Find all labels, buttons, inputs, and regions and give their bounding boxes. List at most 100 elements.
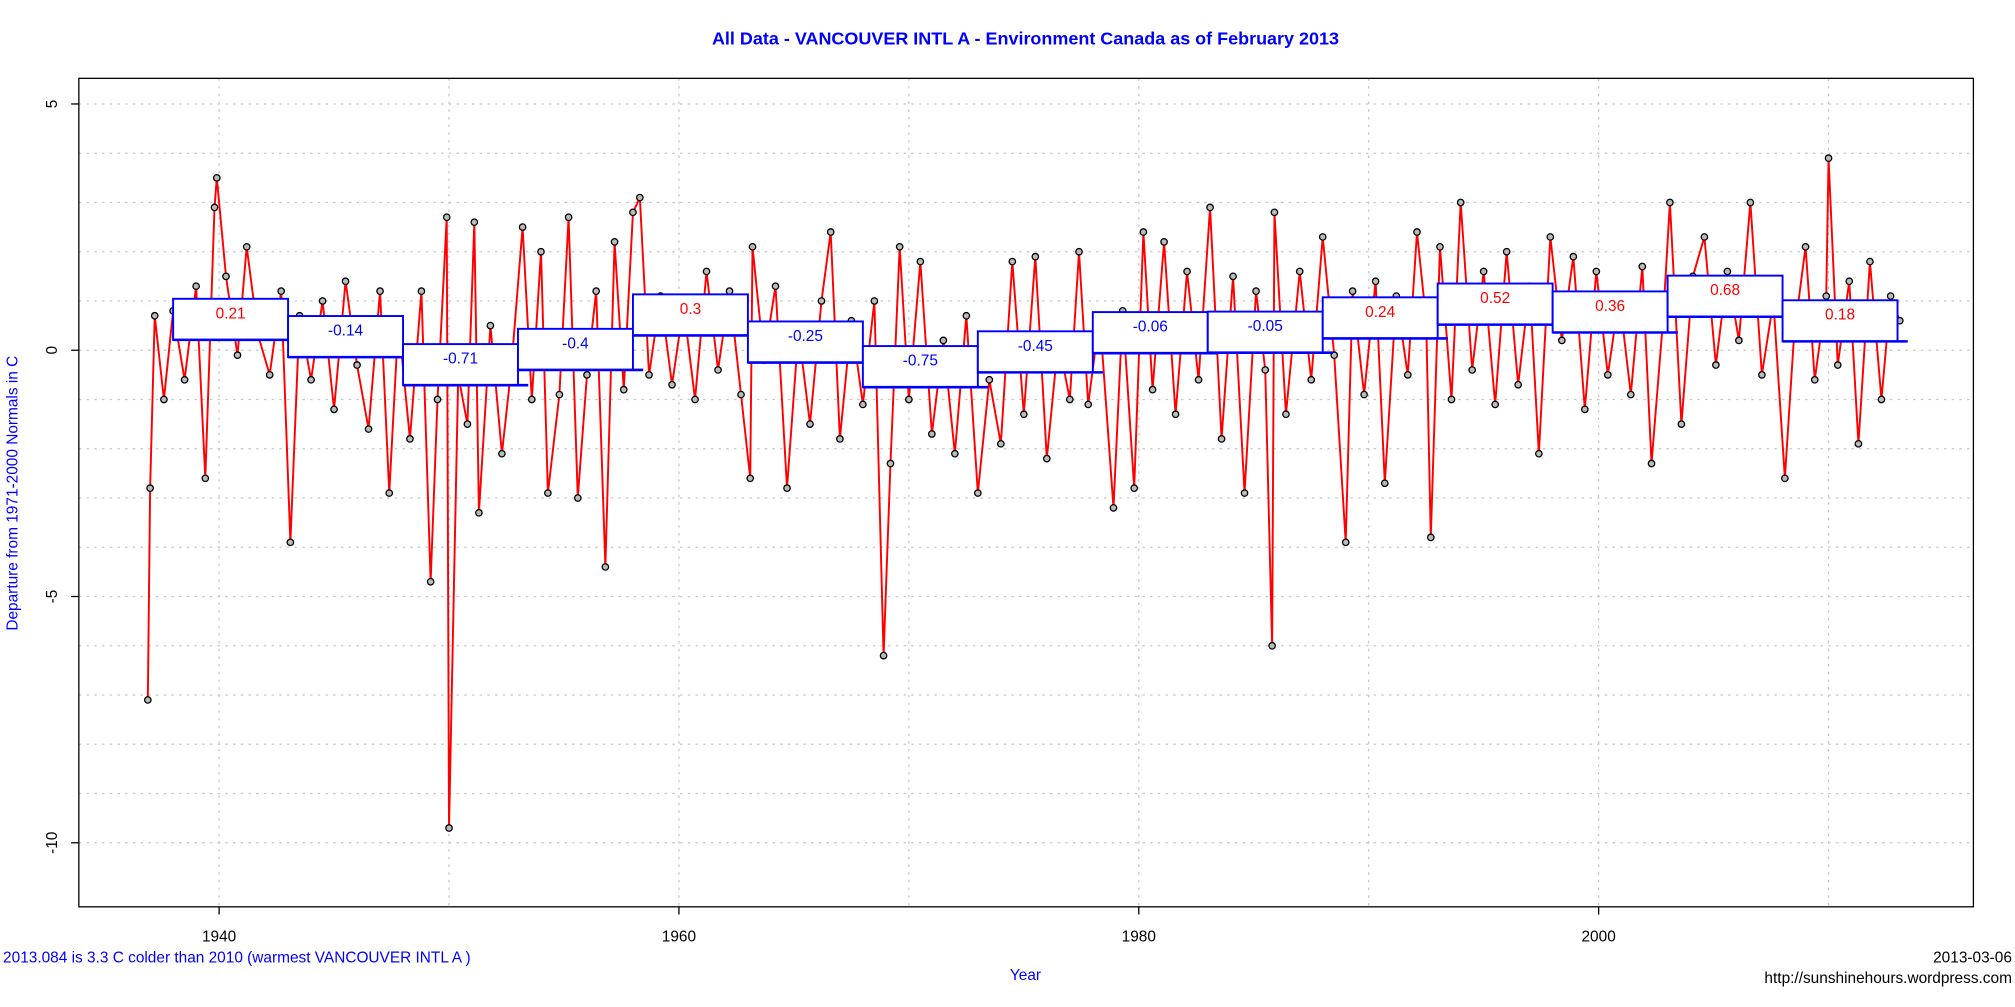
data-point bbox=[1183, 267, 1191, 276]
data-point bbox=[201, 474, 210, 483]
data-point bbox=[1171, 410, 1180, 419]
data-point bbox=[385, 489, 394, 497]
data-point bbox=[445, 824, 453, 832]
data-point bbox=[1534, 449, 1543, 458]
data-point bbox=[1065, 395, 1074, 404]
data-point bbox=[544, 489, 552, 497]
data-point bbox=[1380, 479, 1389, 488]
data-point bbox=[1592, 267, 1601, 276]
data-point bbox=[486, 321, 495, 330]
data-point bbox=[1569, 252, 1578, 261]
data-point bbox=[364, 425, 373, 433]
data-point bbox=[1502, 247, 1511, 256]
data-point bbox=[725, 287, 734, 295]
data-point bbox=[1348, 287, 1357, 295]
mean-label: 0.68 bbox=[1710, 282, 1740, 299]
data-point bbox=[870, 297, 879, 305]
y-tick-label: -10 bbox=[44, 832, 61, 854]
data-point bbox=[160, 395, 168, 404]
data-point bbox=[1240, 489, 1249, 497]
data-point bbox=[636, 193, 644, 202]
data-point bbox=[1084, 400, 1093, 409]
data-point bbox=[905, 395, 913, 404]
data-point bbox=[973, 489, 982, 497]
data-point bbox=[1810, 375, 1819, 384]
data-point bbox=[470, 218, 479, 227]
y-tick-label: -5 bbox=[44, 590, 61, 604]
data-point bbox=[601, 563, 610, 571]
data-point bbox=[1833, 361, 1842, 369]
data-point bbox=[1758, 371, 1766, 379]
data-point bbox=[916, 257, 925, 266]
data-point bbox=[376, 287, 384, 295]
data-point bbox=[330, 405, 338, 414]
data-point bbox=[277, 287, 286, 295]
data-point bbox=[702, 267, 711, 276]
data-point bbox=[1282, 410, 1290, 419]
data-point bbox=[564, 213, 573, 222]
data-point bbox=[748, 242, 757, 251]
data-point bbox=[1270, 208, 1279, 217]
data-point bbox=[950, 449, 959, 458]
source: http://sunshinehours.wordpress.com bbox=[1764, 970, 2011, 987]
data-point bbox=[233, 351, 242, 360]
plot-frame bbox=[78, 77, 1975, 908]
data-point bbox=[962, 311, 971, 320]
data-point bbox=[1194, 375, 1203, 384]
data-point bbox=[1845, 277, 1854, 286]
mean-label: -0.75 bbox=[903, 353, 938, 370]
data-point bbox=[1436, 242, 1444, 251]
data-point bbox=[1268, 641, 1276, 650]
mean-label: -0.4 bbox=[562, 335, 589, 352]
data-point bbox=[1295, 267, 1304, 276]
data-point bbox=[341, 277, 350, 286]
data-point bbox=[210, 203, 219, 212]
data-point bbox=[1801, 242, 1810, 251]
mean-label: 0.24 bbox=[1365, 304, 1395, 321]
data-point bbox=[212, 173, 221, 182]
data-point bbox=[150, 311, 159, 320]
data-point bbox=[1008, 257, 1017, 266]
data-point bbox=[583, 371, 591, 379]
data-point bbox=[1109, 503, 1118, 512]
data-point bbox=[417, 287, 426, 295]
data-point bbox=[826, 228, 835, 236]
mean-label: -0.06 bbox=[1133, 319, 1168, 336]
data-point bbox=[1252, 287, 1260, 295]
mean-label: -0.45 bbox=[1018, 338, 1053, 355]
data-point bbox=[895, 242, 904, 251]
data-point bbox=[1781, 474, 1789, 483]
data-point bbox=[286, 538, 295, 547]
data-point bbox=[1160, 238, 1168, 246]
data-point bbox=[192, 282, 200, 291]
data-point bbox=[1822, 292, 1831, 300]
x-axis-label: Year bbox=[1010, 967, 1041, 984]
data-point bbox=[1413, 228, 1421, 236]
data-point bbox=[1139, 228, 1148, 236]
data-point bbox=[353, 361, 361, 369]
chart-title: All Data - VANCOUVER INTL A - Environmen… bbox=[712, 29, 1339, 49]
data-point bbox=[1723, 267, 1732, 276]
x-tick-label: 1980 bbox=[1122, 929, 1156, 946]
data-point bbox=[1148, 385, 1157, 394]
footnote: 2013.084 is 3.3 C colder than 2010 (warm… bbox=[3, 949, 471, 966]
data-point bbox=[1229, 272, 1237, 281]
data-point bbox=[433, 395, 442, 404]
data-point bbox=[498, 449, 506, 458]
mean-box bbox=[861, 345, 979, 389]
mean-label: -0.14 bbox=[328, 323, 364, 340]
data-point bbox=[737, 390, 745, 399]
data-point bbox=[928, 430, 936, 438]
data-point bbox=[817, 297, 826, 305]
x-tick-label: 1960 bbox=[662, 929, 696, 946]
data-point bbox=[242, 242, 251, 251]
data-point bbox=[1403, 371, 1412, 379]
data-point bbox=[1307, 375, 1316, 384]
mean-box bbox=[517, 327, 634, 371]
data-point bbox=[1468, 366, 1477, 374]
data-point bbox=[143, 696, 152, 704]
data-point bbox=[783, 484, 791, 493]
data-point bbox=[1371, 277, 1380, 286]
data-point bbox=[463, 420, 472, 428]
